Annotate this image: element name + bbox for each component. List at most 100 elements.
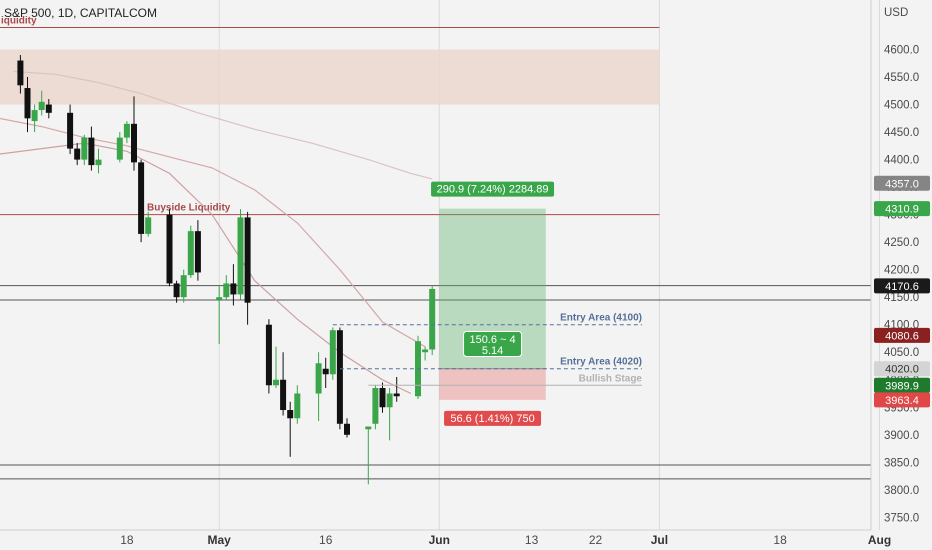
- price-badge: [874, 175, 930, 191]
- candle: [74, 143, 81, 166]
- price-tick-label: 4400.0: [884, 155, 919, 167]
- candle-body: [429, 288, 436, 350]
- candle-body: [372, 388, 379, 424]
- candle: [344, 418, 350, 438]
- price-badge: [874, 327, 930, 343]
- price-badges: 4357.0 4310.9 4170.6 4080.6 4020.0 3989.9 3963…: [874, 175, 930, 408]
- candle: [244, 211, 251, 325]
- candle: [265, 319, 272, 394]
- price-badge: [874, 392, 930, 408]
- ratio-line-1: 150.6 ~ 4: [469, 334, 515, 346]
- annotations: Entry Area (4100) Entry Area (4020) Bullis…: [332, 313, 642, 386]
- candle-body: [315, 363, 322, 394]
- candle-body: [223, 283, 230, 298]
- time-tick-label: 13: [525, 533, 539, 547]
- candle: [415, 335, 421, 400]
- candle-body: [166, 214, 173, 284]
- candle-body: [145, 217, 152, 234]
- candle: [88, 126, 95, 171]
- price-badge-label: 4357.0: [885, 178, 919, 190]
- price-badge: [874, 377, 930, 393]
- candle: [173, 280, 180, 303]
- candle-body: [31, 110, 38, 122]
- loss-zone[interactable]: [439, 368, 546, 400]
- candle: [223, 275, 230, 300]
- currency-label: USD: [884, 7, 908, 19]
- price-tick-label: 3850.0: [884, 457, 919, 469]
- candle-body: [244, 217, 251, 303]
- time-tick-label: May: [208, 533, 232, 547]
- horizontal-lines: iquidity Buyside Liquidity: [0, 16, 871, 480]
- price-badge: [874, 201, 930, 217]
- candle-body: [265, 324, 272, 386]
- time-tick-label: Aug: [868, 533, 891, 547]
- candle: [45, 99, 52, 119]
- price-badge-label: 4170.6: [885, 281, 919, 293]
- candle: [372, 385, 379, 430]
- price-badge-label: 4020.0: [885, 364, 919, 376]
- candle: [31, 104, 38, 133]
- time-tick-label: 18: [120, 533, 134, 547]
- candle-body: [17, 60, 24, 86]
- chart-title: S&P 500, 1D, CAPITALCOM: [4, 6, 157, 20]
- moving-average-3: [13, 70, 433, 180]
- price-badge-label: 3963.4: [885, 395, 919, 407]
- candle: [38, 90, 45, 116]
- candle-body: [123, 123, 130, 138]
- price-tick-label: 4050.0: [884, 347, 919, 359]
- ratio-line-2: 5.14: [482, 345, 503, 357]
- candle: [166, 209, 173, 287]
- candle: [81, 134, 88, 166]
- candle: [287, 401, 294, 457]
- candle-body: [95, 159, 102, 166]
- candle-body: [88, 137, 95, 166]
- candle-body: [230, 283, 237, 295]
- candle-body: [38, 101, 45, 111]
- candle: [315, 352, 322, 422]
- candle-body: [273, 379, 279, 386]
- price-tick-label: 4550.0: [884, 72, 919, 84]
- position-tool[interactable]: 290.9 (7.24%) 2284.89 56.6 (1.41%) 750 150…: [431, 181, 555, 426]
- time-tick-label: 16: [319, 533, 333, 547]
- time-tick-label: Jun: [429, 533, 450, 547]
- price-tick-label: 4200.0: [884, 265, 919, 277]
- stop-label-bg: [444, 410, 542, 426]
- candle: [123, 121, 130, 144]
- candle: [216, 286, 223, 344]
- candle-body: [173, 283, 180, 298]
- candle-body: [344, 423, 350, 435]
- candle: [365, 426, 372, 485]
- price-tick-label: 4150.0: [884, 292, 919, 304]
- price-tick-label: 4450.0: [884, 127, 919, 139]
- candle-body: [116, 137, 123, 160]
- candle-body: [329, 330, 336, 375]
- price-tick-label: 3800.0: [884, 485, 919, 497]
- target-label-bg: [431, 181, 555, 197]
- candle-body: [180, 275, 187, 298]
- candle: [280, 352, 287, 416]
- candle: [187, 225, 194, 278]
- candle: [145, 211, 152, 237]
- time-tick-label: 22: [589, 533, 603, 547]
- candle: [322, 357, 329, 389]
- annotation-label: Entry Area (4100): [560, 313, 642, 324]
- target-label: 290.9 (7.24%) 2284.89: [437, 184, 549, 196]
- candle: [422, 346, 429, 361]
- time-axis[interactable]: 18 May 16 Jun 13 22 Jul 18 Aug: [120, 533, 891, 547]
- time-tick-label: Jul: [651, 533, 668, 547]
- candle: [379, 382, 386, 413]
- candle: [24, 77, 31, 133]
- candle: [393, 376, 400, 402]
- candle-body: [393, 393, 400, 397]
- candle: [138, 159, 145, 243]
- level-label: iquidity: [1, 16, 37, 27]
- price-tick-label: 3750.0: [884, 512, 919, 524]
- price-badge-label: 3989.9: [885, 380, 919, 392]
- candle-body: [422, 349, 429, 353]
- candle-body: [45, 104, 52, 113]
- candle: [230, 264, 237, 306]
- candle-body: [24, 88, 31, 119]
- candle-body: [287, 410, 294, 419]
- candle: [237, 209, 244, 300]
